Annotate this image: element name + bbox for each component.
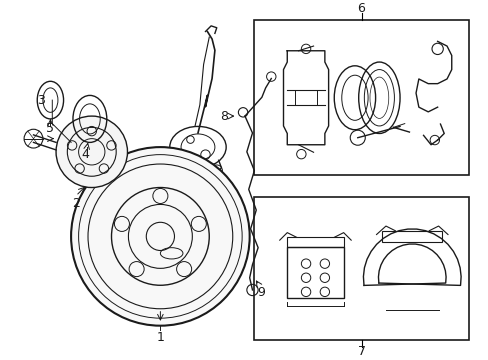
Bar [286, 237, 343, 247]
Text: 4: 4 [81, 148, 89, 161]
Text: 7: 7 [357, 345, 365, 357]
Bar [294, 90, 317, 105]
Text: 3: 3 [37, 94, 45, 107]
Bar [286, 247, 343, 298]
Circle shape [71, 147, 249, 326]
Bar [254, 197, 468, 340]
Bar [254, 20, 468, 175]
Text: 2: 2 [72, 197, 80, 210]
Text: 1: 1 [156, 332, 164, 345]
Text: 9: 9 [257, 286, 264, 299]
Text: 6: 6 [357, 3, 365, 15]
Circle shape [56, 116, 127, 188]
Text: 5: 5 [46, 122, 54, 135]
Bar [382, 231, 442, 242]
Text: 8: 8 [220, 109, 228, 123]
